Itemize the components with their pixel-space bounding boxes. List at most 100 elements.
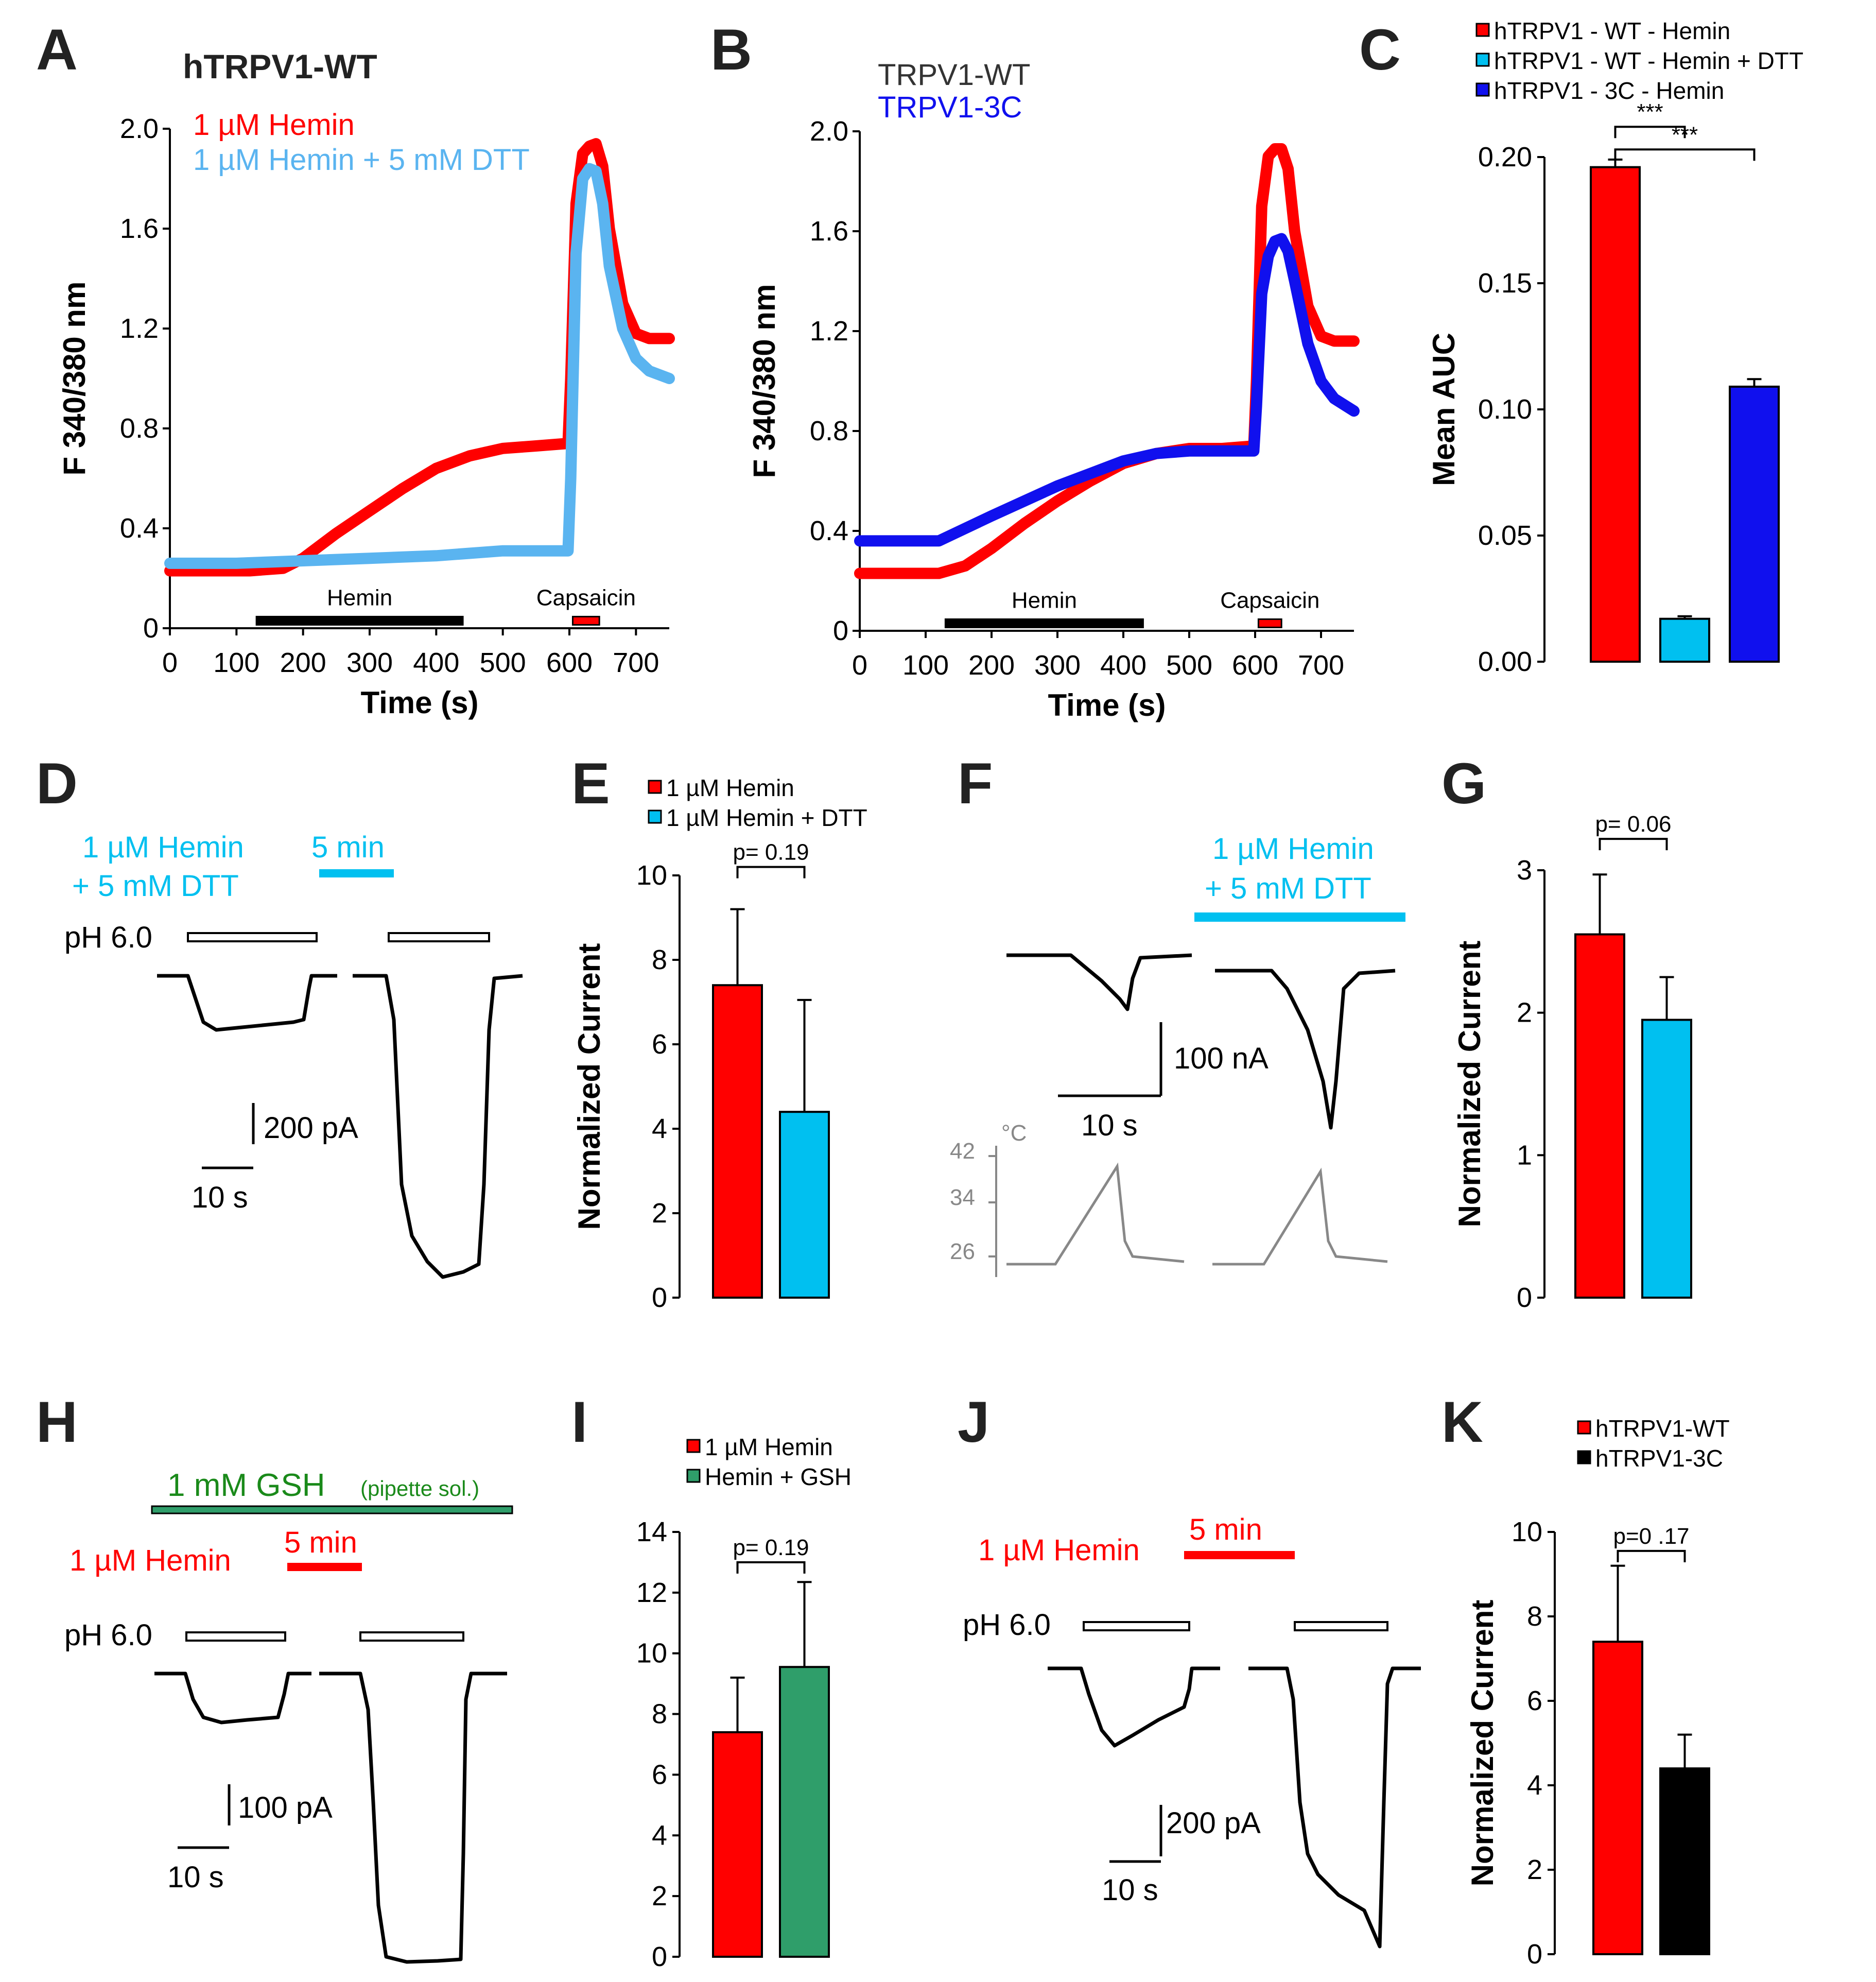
significance-label: *** — [1672, 122, 1698, 147]
significance-label: p= 0.06 — [1595, 812, 1671, 837]
y-tick-label: 0 — [1517, 1282, 1532, 1313]
y-tick-label: 6 — [652, 1029, 667, 1060]
stimulus-bar — [571, 615, 600, 626]
gsh-bar — [151, 1505, 513, 1514]
y-tick-label: 6 — [652, 1759, 667, 1790]
scale-label-y: 200 pA — [1166, 1806, 1261, 1840]
x-tick-label: 700 — [1298, 650, 1344, 681]
y-tick-label: 0 — [652, 1941, 667, 1972]
y-tick-label: 2.0 — [120, 113, 159, 144]
panel-letter: I — [571, 1390, 587, 1454]
bar-chart-i: 0 2 4 6 8 10 12 14 p= 0.19 1 µM Hemin Hemin + GSH — [636, 1434, 852, 1972]
y-tick-label: 0.4 — [810, 515, 848, 546]
panel-d: D 1 µM Hemin + 5 mM DTT 5 min pH 6.0 200… — [36, 751, 523, 1279]
panel-h: H 1 mM GSH (pipette sol.) 1 µM Hemin 5 m… — [36, 1390, 513, 1964]
bar — [1659, 1767, 1710, 1955]
ph-label: pH 6.0 — [64, 1618, 152, 1652]
condition-label: + 5 mM DTT — [72, 869, 239, 903]
y-tick-label: 0.8 — [120, 413, 159, 444]
y-tick-label: 3 — [1517, 855, 1532, 886]
x-tick-label: 700 — [613, 647, 659, 678]
y-tick-label: 14 — [636, 1516, 667, 1547]
y-tick-label: 2 — [652, 1881, 667, 1911]
current-trace — [319, 1671, 507, 1964]
legend-swatch — [1475, 53, 1490, 67]
legend-swatch — [1577, 1450, 1591, 1464]
panel-k: K 0 2 4 6 8 10 Normalized Current p=0 .17 hTRPV1… — [1441, 1390, 1730, 1970]
legend-label: 1 µM Hemin + DTT — [666, 804, 867, 831]
y-tick-label: 12 — [636, 1577, 667, 1608]
stimulus-label: Hemin — [1012, 588, 1077, 613]
condition-label: 1 µM Hemin — [70, 1544, 231, 1577]
bar — [1590, 166, 1641, 663]
y-tick-label: 4 — [652, 1113, 667, 1144]
legend-label: 1 µM Hemin — [705, 1434, 833, 1460]
x-axis-title: Time (s) — [361, 685, 479, 720]
scale-label-y: 200 pA — [264, 1111, 358, 1145]
panel-e: E 0 2 4 6 8 10 Normalized Current p= 0.19 1 µM H… — [571, 751, 867, 1313]
bar — [712, 1731, 763, 1958]
panel-letter: E — [571, 751, 610, 816]
dtt-bar — [1194, 912, 1405, 922]
scale-label-x: 10 s — [167, 1860, 224, 1894]
series-line — [164, 163, 675, 569]
y-tick-label: 0 — [1527, 1939, 1542, 1970]
legend-label: hTRPV1 - 3C - Hemin — [1494, 77, 1724, 104]
temp-unit: °C — [1001, 1121, 1027, 1146]
gsh-label: 1 mM GSH — [167, 1468, 325, 1503]
time-label: 5 min — [284, 1526, 357, 1559]
ph-bar — [1294, 1621, 1388, 1631]
y-tick-label: 0 — [143, 613, 159, 644]
stimulus-bar — [944, 618, 1144, 628]
significance-label: p= 0.19 — [733, 840, 809, 865]
y-tick-label: 0.00 — [1478, 646, 1532, 677]
y-tick-label: 6 — [1527, 1685, 1542, 1716]
ph-bar — [187, 932, 318, 942]
y-tick-label: 4 — [652, 1820, 667, 1851]
x-tick-label: 500 — [480, 647, 526, 678]
x-tick-label: 0 — [162, 647, 178, 678]
stimulus-label: Capsaicin — [1220, 588, 1319, 613]
y-tick-label: 0.20 — [1478, 142, 1532, 173]
ph-label: pH 6.0 — [64, 921, 152, 954]
y-axis-title: F 340/380 nm — [57, 282, 92, 476]
condition-label: 1 µM Hemin — [978, 1533, 1140, 1567]
y-tick-label: 1 — [1517, 1140, 1532, 1170]
panel-b: B TRPV1-WT TRPV1-3C 0 0.4 0.8 1.2 1.6 2.0 0 100… — [710, 18, 1360, 722]
hemin-bar — [287, 1563, 362, 1571]
panel-a: A hTRPV1-WT 1 µM Hemin 1 µM Hemin + 5 mM… — [36, 18, 675, 720]
current-trace — [157, 974, 337, 1032]
panel-i: I 0 2 4 6 8 10 12 14 p= 0.19 1 µM Hemin Hemin + GS… — [571, 1390, 852, 1972]
current-trace — [353, 974, 523, 1279]
significance-bracket — [736, 1561, 806, 1574]
condition-label: 1 µM Hemin — [82, 831, 244, 864]
y-tick-label: 0 — [833, 615, 848, 646]
legend-label: 1 µM Hemin — [193, 108, 355, 142]
significance-label: p=0 .17 — [1613, 1524, 1689, 1549]
legend-label: hTRPV1 - WT - Hemin — [1494, 18, 1730, 44]
y-axis-title: F 340/380 nm — [747, 284, 781, 478]
ph-label: pH 6.0 — [963, 1608, 1051, 1642]
y-tick-label: 8 — [652, 944, 667, 975]
y-tick-label: 0.10 — [1478, 394, 1532, 425]
y-tick-label: 2 — [652, 1198, 667, 1229]
bar — [712, 984, 763, 1299]
x-tick-label: 200 — [280, 647, 326, 678]
legend-label: TRPV1-WT — [878, 58, 1030, 92]
stimulus-bar — [1257, 618, 1282, 628]
significance-label: p= 0.19 — [733, 1535, 809, 1560]
x-tick-label: 300 — [346, 647, 393, 678]
significance-bracket — [1614, 126, 1686, 139]
y-axis-title: Normalized Current — [1465, 1600, 1500, 1887]
legend-label: TRPV1-3C — [878, 91, 1022, 124]
ph-bar — [1083, 1621, 1190, 1631]
x-tick-label: 400 — [413, 647, 459, 678]
x-tick-label: 400 — [1100, 650, 1147, 681]
y-axis-title: Normalized Current — [572, 943, 606, 1230]
legend-swatch — [648, 780, 662, 794]
y-tick-label: 0 — [652, 1282, 667, 1313]
current-trace — [1215, 969, 1396, 1130]
